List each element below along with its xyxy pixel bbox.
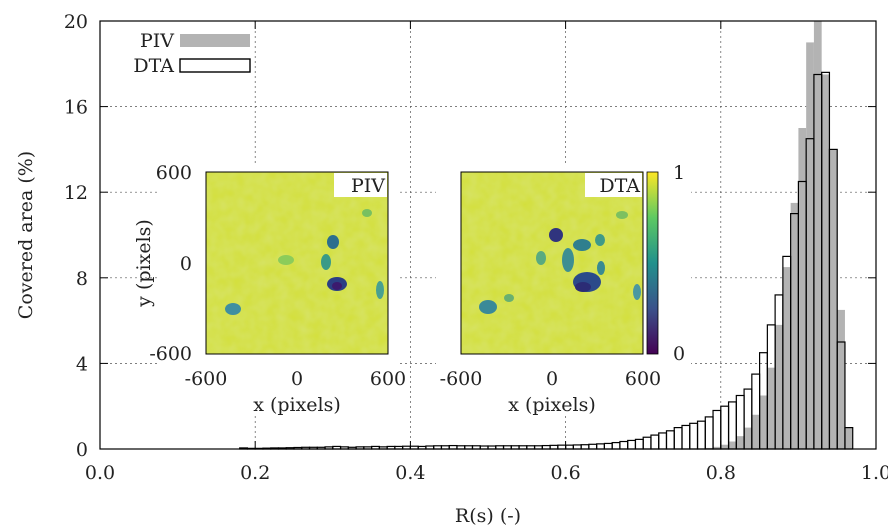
plot-frame (99, 20, 877, 450)
x-axis: 0.0 0.2 0.4 0.6 0.8 1.0 (85, 21, 888, 484)
x-tick-label: 0.8 (706, 462, 736, 484)
bar-dta (704, 416, 714, 450)
bar-dta (634, 438, 644, 450)
inset-dta-xtick-label: 0 (546, 368, 558, 390)
y-tick-label: 16 (64, 97, 88, 119)
bar-piv (759, 395, 768, 449)
bar-dta (650, 434, 660, 450)
y-tick-label: 0 (76, 439, 88, 461)
x-tick-label: 0.4 (395, 462, 425, 484)
bar-dta (696, 420, 706, 450)
bar-piv (844, 427, 853, 449)
bar-piv (806, 42, 814, 450)
colorbar-tick-label: 0 (673, 343, 685, 365)
bar-piv (736, 436, 745, 449)
inset-dta-xtick-label: 600 (625, 368, 661, 390)
bar-dta (712, 409, 722, 450)
bar-dta (720, 405, 730, 450)
legend-swatch-piv (180, 34, 250, 47)
bar-dta (619, 440, 629, 450)
inset-dta-tag: DTA (599, 175, 640, 197)
legend-label-piv: PIV (140, 30, 174, 52)
bar-piv (813, 21, 822, 449)
bar-dta (611, 441, 621, 450)
series-piv (705, 21, 853, 450)
bar-dta (588, 443, 598, 450)
inset-piv-xlabel: x (pixels) (253, 394, 341, 416)
bar-dta (689, 422, 699, 450)
bar-dta (642, 436, 652, 450)
bar-piv (837, 309, 845, 449)
inset-piv: PIV 600 0 -600 -600 0 600 x (pixels) y (… (133, 162, 406, 416)
bar-piv (782, 267, 791, 449)
bar-dta (580, 444, 590, 450)
y-tick-label: 4 (76, 353, 88, 375)
bar-piv (821, 74, 830, 449)
colorbar (646, 171, 659, 355)
y-tick-label: 8 (76, 268, 88, 290)
bar-dta (665, 430, 675, 450)
bar-piv (720, 444, 729, 449)
inset-piv-tag: PIV (351, 175, 385, 197)
y-axis-title: Covered area (%) (15, 151, 37, 319)
inset-dta-xlabel: x (pixels) (508, 394, 596, 416)
bar-dta (658, 432, 668, 450)
bar-piv (775, 324, 783, 449)
x-tick-label: 0.0 (85, 462, 115, 484)
inset-piv-xtick-label: -600 (185, 368, 228, 390)
x-tick-label: 0.6 (550, 462, 580, 484)
bar-dta (627, 439, 637, 450)
inset-piv-ylabel: y (pixels) (133, 219, 155, 308)
bar-piv (798, 128, 807, 449)
bar-piv (751, 414, 760, 449)
legend-label-dta: DTA (133, 55, 174, 77)
bar-piv (829, 149, 838, 449)
bar-dta (681, 424, 691, 450)
inset-piv-ytick-label: 0 (180, 253, 192, 275)
y-tick-label: 20 (64, 11, 88, 33)
inset-piv-xtick-label: 600 (370, 368, 406, 390)
x-tick-label: 1.0 (861, 462, 888, 484)
inset-dta-xtick-label: -600 (440, 368, 483, 390)
inset-piv-image (206, 172, 388, 354)
bar-piv (728, 441, 737, 449)
x-axis-title: R(s) (-) (455, 505, 521, 527)
bar-dta (673, 427, 683, 450)
inset-dta-image (461, 172, 643, 354)
bar-dta (603, 442, 613, 450)
inset-dta: DTA 1 0 -600 0 600 x (pixels) (436, 162, 691, 416)
colorbar-tick-label: 1 (673, 162, 685, 184)
x-tick-label: 0.2 (240, 462, 270, 484)
bar-piv (790, 202, 799, 449)
bar-dta (572, 444, 582, 450)
bar-piv (713, 446, 721, 449)
bar-piv (767, 367, 776, 449)
legend: PIV DTA (104, 24, 254, 77)
y-tick-label: 12 (64, 182, 88, 204)
inset-piv-ytick-label: 600 (156, 162, 192, 184)
inset-piv-xtick-label: 0 (291, 368, 303, 390)
inset-piv-ytick-label: -600 (149, 343, 192, 365)
y-axis: 0 4 8 12 16 20 (64, 11, 876, 461)
bar-piv (744, 427, 752, 449)
legend-swatch-dta (179, 58, 251, 73)
bar-dta (596, 443, 606, 450)
